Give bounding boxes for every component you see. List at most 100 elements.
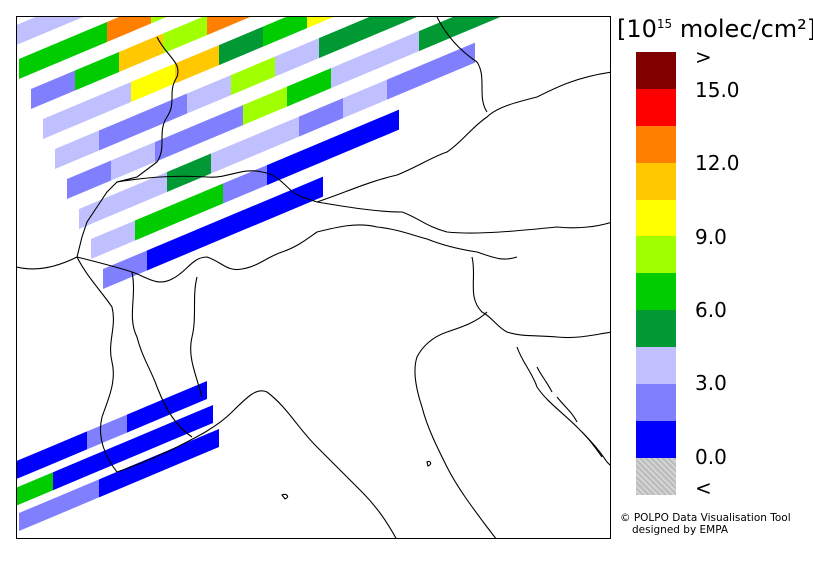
color-swatch — [636, 310, 676, 348]
map-panel — [16, 16, 611, 539]
swath-cell — [179, 429, 219, 464]
swath-cell — [223, 165, 267, 204]
satellite-swaths — [17, 17, 501, 531]
swath-cell — [87, 414, 127, 450]
color-swatch — [636, 420, 676, 458]
swath-cell — [59, 479, 99, 515]
color-swatch — [636, 199, 676, 237]
swath-cell — [19, 496, 59, 531]
credit-line-2: designed by EMPA — [632, 524, 729, 536]
color-swatch — [636, 52, 676, 89]
coast-italy-west — [116, 390, 397, 538]
swath-cell — [53, 455, 93, 491]
swath-cell — [47, 431, 87, 467]
swath-cell — [17, 448, 47, 479]
swath-cell — [199, 105, 243, 144]
swath-cell — [363, 17, 407, 40]
color-swatch — [636, 162, 676, 200]
swath-cell — [463, 17, 501, 33]
swath-cell — [219, 26, 263, 66]
color-scale-label: < — [695, 476, 712, 500]
swath-cell — [111, 142, 155, 181]
color-swatch — [636, 125, 676, 163]
country-borders — [17, 17, 610, 538]
swath-cell — [299, 98, 343, 137]
swath-cell — [75, 52, 119, 91]
swath-cell — [431, 42, 475, 82]
credit-text: © POLPO Data Visualisation Tool designed… — [620, 512, 791, 536]
swath-cell — [31, 70, 75, 109]
swath-cell — [255, 116, 299, 156]
swath-cell — [99, 462, 139, 498]
swath-cell — [17, 17, 51, 45]
swath-cell — [63, 22, 107, 61]
swath-cell — [143, 93, 187, 133]
border-france-west — [17, 256, 78, 270]
swath-cell — [93, 438, 133, 474]
swath-cell — [207, 17, 251, 36]
swath-cell — [179, 183, 223, 223]
border-austria-italy — [316, 224, 518, 260]
swath-cell — [263, 17, 307, 47]
swath-cell — [307, 17, 334, 29]
swath-cell — [43, 100, 87, 139]
swath-cell — [167, 153, 211, 193]
border-switzerland-north — [116, 170, 610, 234]
coast-croatia — [516, 346, 610, 466]
border-slovenia — [471, 256, 610, 339]
swath-cell — [235, 195, 279, 234]
swath-cell — [287, 68, 331, 107]
color-scale-label: 12.0 — [695, 151, 740, 175]
swath-cell — [87, 82, 131, 121]
swath-cell — [419, 17, 463, 52]
color-swatch — [636, 457, 676, 495]
color-swatch — [636, 384, 676, 421]
color-scale-label: > — [695, 45, 712, 69]
swath-cell — [343, 79, 387, 119]
swath-cell — [17, 472, 53, 506]
border-internal-2 — [190, 276, 203, 398]
coast-italy-adriatic — [414, 311, 497, 538]
swath-cell — [127, 397, 167, 433]
swath-cell — [67, 160, 111, 199]
swath-cell — [99, 112, 143, 151]
swath-cell — [123, 172, 167, 211]
swath-cell — [243, 86, 287, 126]
color-swatch — [636, 347, 676, 385]
swath-cell — [91, 220, 135, 259]
swath-cell — [355, 109, 399, 149]
border-internal-1 — [131, 271, 193, 438]
swath-cell — [131, 63, 175, 103]
swath-cell — [151, 17, 167, 24]
swath-cell — [275, 38, 319, 77]
credit-line-1: © POLPO Data Visualisation Tool — [620, 512, 791, 524]
swath-cell — [107, 17, 151, 43]
swath-cell — [147, 232, 191, 271]
swath-cell — [231, 56, 275, 96]
swath-cell — [331, 49, 375, 89]
swath-cell — [133, 421, 173, 457]
border-north — [76, 36, 179, 258]
swath-cell — [267, 146, 311, 186]
map-canvas — [17, 17, 610, 538]
swath-cell — [375, 31, 419, 70]
swath-cell — [311, 128, 355, 167]
border-austria-north — [316, 71, 610, 203]
color-scale-label: 0.0 — [695, 445, 727, 469]
color-swatch — [636, 236, 676, 274]
color-scale-label: 3.0 — [695, 371, 727, 395]
border-france-italy — [76, 256, 118, 473]
color-scale-label: 9.0 — [695, 225, 727, 249]
swath-cell — [187, 75, 231, 114]
swath-cell — [163, 17, 207, 54]
islands-croatia — [536, 366, 603, 458]
swath-cell — [135, 202, 179, 241]
island-elba — [281, 493, 289, 500]
swath-cell — [173, 405, 213, 440]
swath-cell — [211, 135, 255, 174]
swath-cell — [139, 445, 179, 481]
color-swatch — [636, 88, 676, 126]
swath-cell — [319, 19, 363, 59]
legend-unit-label: [1015 molec/cm²] — [617, 15, 813, 43]
swath-cell — [19, 40, 63, 79]
